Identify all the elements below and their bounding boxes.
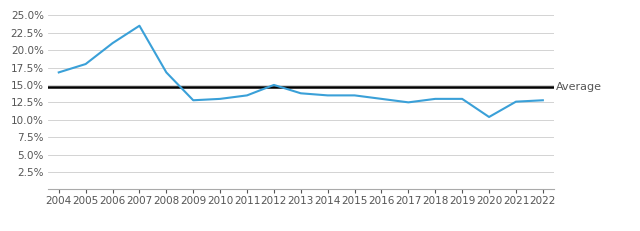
Text: Average: Average (556, 82, 602, 92)
